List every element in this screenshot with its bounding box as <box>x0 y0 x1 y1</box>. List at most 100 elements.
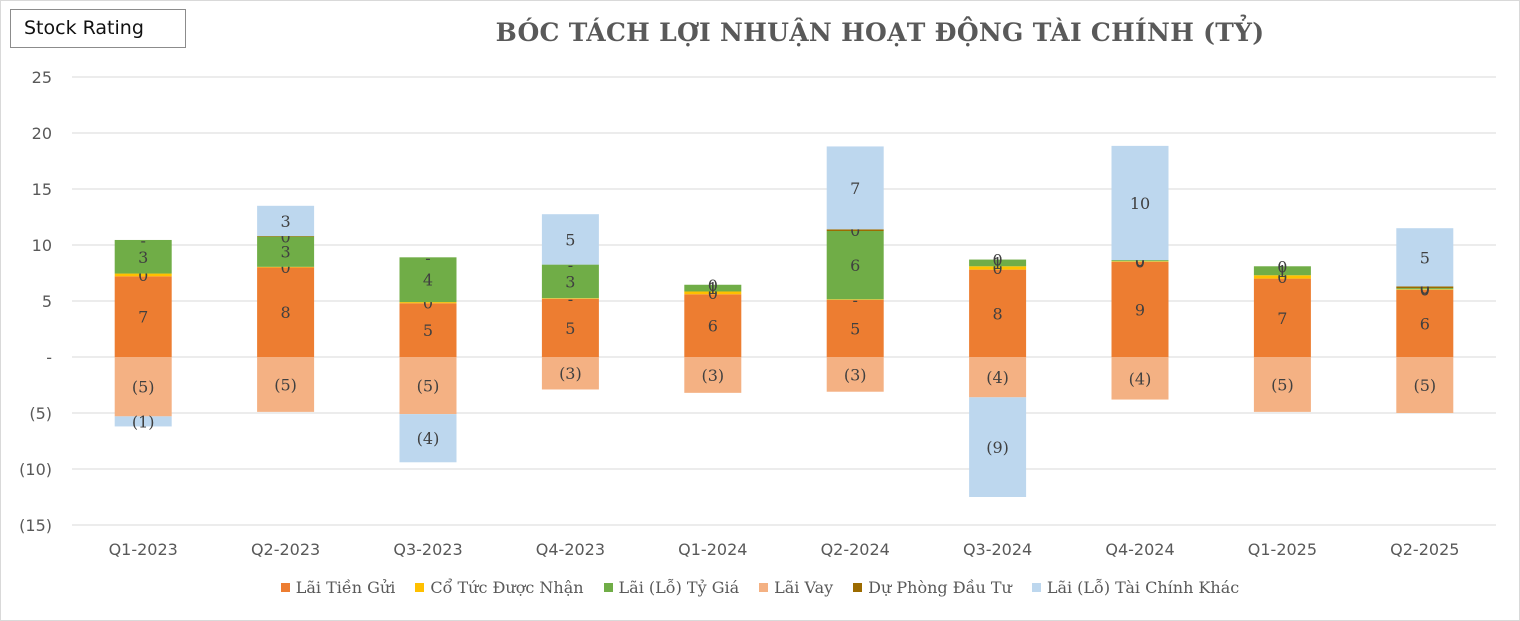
bar-segment <box>399 302 457 304</box>
bar-segment <box>541 214 599 265</box>
bar-segment <box>826 229 884 231</box>
data-label: 0 <box>1277 268 1287 287</box>
data-label: 0 <box>281 227 291 246</box>
bar-segment <box>257 236 315 237</box>
x-tick-label: Q1-2024 <box>678 540 747 559</box>
bar-segment <box>1111 145 1169 261</box>
bar-segment <box>1396 288 1454 290</box>
data-label: 0 <box>993 251 1003 270</box>
y-tick-label: 25 <box>32 68 52 87</box>
data-label: - <box>568 256 573 275</box>
data-label: (9) <box>986 438 1009 457</box>
x-tick-label: Q4-2024 <box>1105 540 1174 559</box>
bar-segment <box>541 298 599 357</box>
bar-segment <box>114 416 172 427</box>
data-label: (4) <box>417 429 440 448</box>
bar-segment <box>114 273 172 277</box>
data-label: 0 <box>281 258 291 277</box>
bar-segment <box>684 357 742 393</box>
legend-item: Lãi (Lỗ) Tài Chính Khác <box>1031 578 1240 597</box>
legend-label: Lãi Vay <box>774 578 834 597</box>
bar-segment <box>1396 289 1454 290</box>
bar-segment <box>684 291 742 295</box>
bar-segment <box>1396 286 1454 289</box>
bar-segment <box>826 299 884 300</box>
data-label: 5 <box>565 230 575 249</box>
legend-swatch <box>759 583 769 592</box>
data-label: - <box>425 248 430 267</box>
data-label: 0 <box>423 294 433 313</box>
data-label: 0 <box>1277 257 1287 276</box>
bar-segment <box>826 231 884 300</box>
legend-swatch <box>280 583 290 592</box>
data-label: 0 <box>1135 251 1145 270</box>
bar-segment <box>969 269 1027 357</box>
data-label: (5) <box>417 377 440 396</box>
bar-segment <box>1253 357 1311 412</box>
data-label: 6 <box>850 256 860 275</box>
bar-segment <box>399 257 457 303</box>
legend-item: Lãi (Lỗ) Tỷ Giá <box>603 578 740 597</box>
legend-label: Dự Phòng Đầu Tư <box>868 578 1012 597</box>
bar-segment <box>969 266 1027 270</box>
legend-item: Dự Phòng Đầu Tư <box>853 578 1012 597</box>
chart-title: BÓC TÁCH LỢI NHUẬN HOẠT ĐỘNG TÀI CHÍNH (… <box>495 18 1265 47</box>
y-tick-label: 5 <box>42 292 52 311</box>
data-label: 6 <box>708 317 718 336</box>
data-label: 0 <box>1420 281 1430 300</box>
data-label: 1 <box>993 254 1003 273</box>
data-label: 3 <box>565 272 575 291</box>
legend-label: Lãi (Lỗ) Tỷ Giá <box>618 578 740 597</box>
data-label: 4 <box>423 271 433 290</box>
bar-segment <box>114 276 172 357</box>
data-label: 0 <box>708 276 718 295</box>
y-tick-label: - <box>46 348 52 367</box>
bar-segment <box>114 357 172 417</box>
x-tick-label: Q3-2023 <box>393 540 462 559</box>
y-tick-label: (5) <box>29 404 52 423</box>
y-tick-label: (10) <box>19 460 52 479</box>
legend-item: Lãi Tiền Gửi <box>280 578 396 597</box>
bar-segment <box>969 259 1027 267</box>
legend-label: Lãi (Lỗ) Tài Chính Khác <box>1046 578 1240 597</box>
bar-segment <box>684 294 742 357</box>
bar-segment <box>1253 275 1311 279</box>
y-tick-label: 15 <box>32 180 52 199</box>
data-label: 6 <box>1420 314 1430 333</box>
stock-rating-badge: Stock Rating <box>10 9 186 48</box>
x-tick-label: Q1-2025 <box>1248 540 1317 559</box>
bar-segment <box>826 146 884 230</box>
data-label: (4) <box>986 368 1009 387</box>
data-label: 1 <box>708 279 718 298</box>
bar-segment <box>1111 261 1169 262</box>
bar-segment <box>1253 266 1311 276</box>
x-tick-label: Q2-2025 <box>1390 540 1459 559</box>
bar-segment <box>826 299 884 357</box>
x-tick-label: Q1-2023 <box>109 540 178 559</box>
data-label: - <box>140 231 145 250</box>
data-label: (5) <box>1413 376 1436 395</box>
data-label: 7 <box>138 308 148 327</box>
bar-segment <box>399 303 457 357</box>
bar-segment <box>257 236 315 267</box>
data-label: (3) <box>844 365 867 384</box>
x-tick-label: Q3-2024 <box>963 540 1032 559</box>
bar-segment <box>541 357 599 390</box>
x-tick-label: Q4-2023 <box>536 540 605 559</box>
legend-item: Lãi Vay <box>759 578 833 597</box>
bar-segment <box>257 357 315 412</box>
data-label: - <box>852 291 857 310</box>
bar-segment <box>1111 357 1169 400</box>
data-label: 7 <box>1277 309 1287 328</box>
data-label: 0 <box>850 221 860 240</box>
bar-segment <box>257 267 315 357</box>
bar-segment <box>541 264 599 299</box>
legend-label: Lãi Tiền Gửi <box>295 578 396 597</box>
bar-segment <box>541 298 599 299</box>
data-label: 0 <box>138 266 148 285</box>
bar-segment <box>1396 357 1454 413</box>
data-label: - <box>568 289 573 308</box>
data-label: 5 <box>423 321 433 340</box>
bar-segment <box>257 266 315 268</box>
